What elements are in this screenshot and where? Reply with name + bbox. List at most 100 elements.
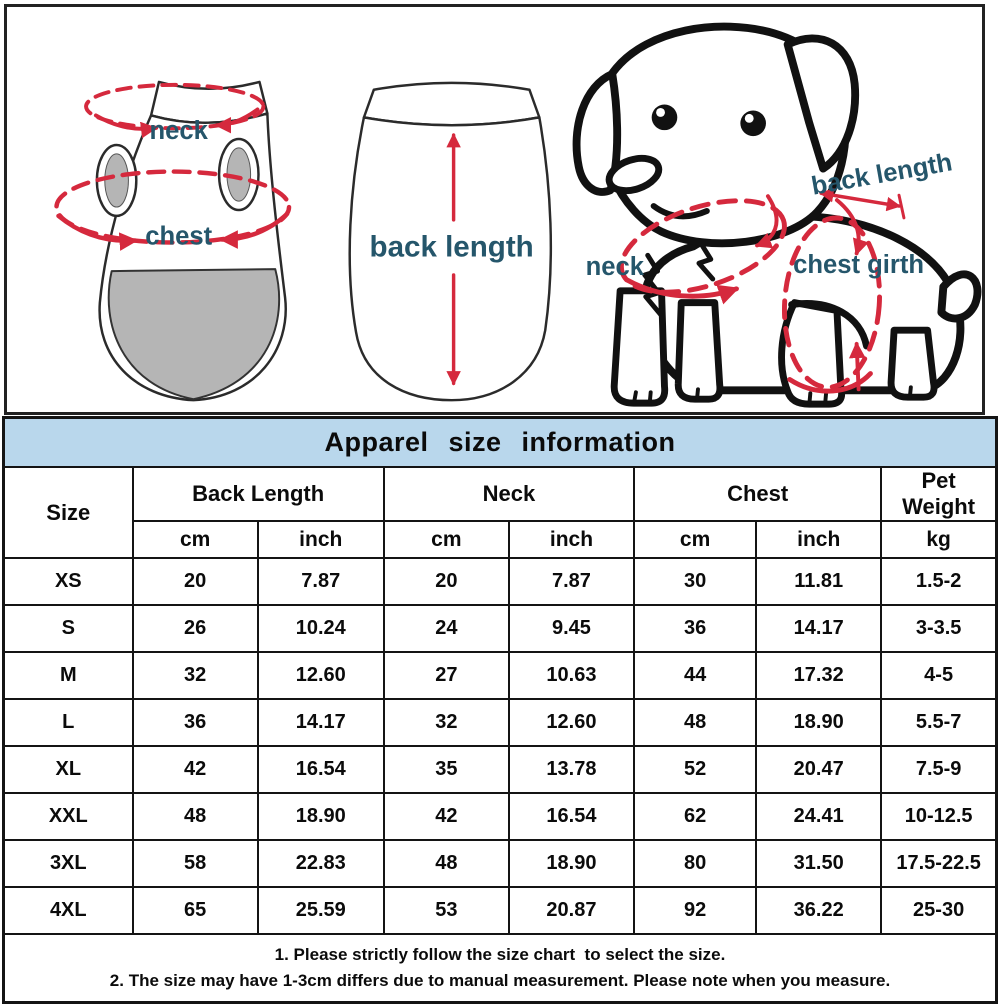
value-cell: 53	[382, 886, 510, 935]
note-line-2: 2. The size may have 1-3cm differs due t…	[109, 971, 891, 990]
table-notes-row: 1. Please strictly follow the size chart…	[2, 933, 998, 1004]
apparel-size-table: Apparel size information Size Back Lengt…	[2, 416, 998, 1004]
value-cell: 20	[131, 557, 259, 606]
value-cell: 7.87	[256, 557, 385, 606]
value-cell: 17.5-22.5	[880, 839, 998, 888]
dog-back-length-arrow	[819, 188, 902, 212]
value-cell: 3-3.5	[880, 604, 998, 653]
size-cell: 3XL	[2, 839, 134, 888]
value-cell: 25.59	[256, 886, 385, 935]
front-chest-label: chest	[145, 222, 212, 250]
table-row: 3XL 58 22.83 48 18.90 80 31.50 17.5-22.5	[2, 839, 998, 888]
table-row: XXL 48 18.90 42 16.54 62 24.41 10-12.5	[2, 792, 998, 841]
dog-chest-measure-line	[781, 215, 883, 390]
size-table-body: XS 20 7.87 20 7.87 30 11.81 1.5-2 S 26 10.24 24 9.45…	[2, 557, 998, 935]
value-cell: 44	[633, 651, 758, 700]
value-cell: 4-5	[880, 651, 998, 700]
table-title-row: Apparel size information	[2, 416, 998, 468]
notes-cell: 1. Please strictly follow the size chart…	[2, 933, 998, 1004]
table-row: S 26 10.24 24 9.45 36 14.17 3-3.5	[2, 604, 998, 653]
value-cell: 36.22	[755, 886, 883, 935]
unit-header: kg	[880, 520, 998, 559]
front-chest-measure-line	[54, 169, 292, 245]
unit-header: cm	[131, 520, 259, 559]
value-cell: 25-30	[880, 886, 998, 935]
table-row: L 36 14.17 32 12.60 48 18.90 5.5-7	[2, 698, 998, 747]
value-cell: 20.87	[507, 886, 636, 935]
back-length-label: back length	[370, 230, 534, 263]
value-cell: 12.60	[507, 698, 636, 747]
size-cell: XS	[2, 557, 134, 606]
value-cell: 48	[633, 698, 758, 747]
value-cell: 18.90	[755, 698, 883, 747]
value-cell: 18.90	[507, 839, 636, 888]
unit-header: inch	[755, 520, 883, 559]
value-cell: 26	[131, 604, 259, 653]
value-cell: 10.24	[256, 604, 385, 653]
value-cell: 20.47	[755, 745, 883, 794]
value-cell: 48	[382, 839, 510, 888]
value-cell: 10.63	[507, 651, 636, 700]
size-cell: S	[2, 604, 134, 653]
table-row: XS 20 7.87 20 7.87 30 11.81 1.5-2	[2, 557, 998, 606]
value-cell: 18.90	[256, 792, 385, 841]
unit-header: inch	[256, 520, 385, 559]
note-line-1: 1. Please strictly follow the size chart…	[274, 944, 726, 964]
value-cell: 14.17	[256, 698, 385, 747]
value-cell: 36	[633, 604, 758, 653]
table-group-header-row: Size Back Length Neck Chest Pet Weight	[2, 466, 998, 559]
col-header-pet-weight: Pet Weight	[880, 466, 998, 522]
dog-diagram: back length neck chest girth	[572, 22, 982, 408]
value-cell: 27	[382, 651, 510, 700]
value-cell: 42	[382, 792, 510, 841]
col-header-back-length: Back Length	[131, 466, 385, 522]
table-row: 4XL 65 25.59 53 20.87 92 36.22 25-30	[2, 886, 998, 935]
value-cell: 30	[633, 557, 758, 606]
value-cell: 12.60	[256, 651, 385, 700]
value-cell: 65	[131, 886, 259, 935]
value-cell: 80	[633, 839, 758, 888]
value-cell: 52	[633, 745, 758, 794]
value-cell: 16.54	[256, 745, 385, 794]
col-header-chest: Chest	[633, 466, 883, 522]
value-cell: 32	[382, 698, 510, 747]
value-cell: 31.50	[755, 839, 883, 888]
value-cell: 13.78	[507, 745, 636, 794]
col-header-neck: Neck	[382, 466, 636, 522]
col-header-size: Size	[2, 466, 134, 559]
value-cell: 42	[131, 745, 259, 794]
value-cell: 11.81	[755, 557, 883, 606]
dog-neck-label: neck	[586, 253, 645, 281]
value-cell: 22.83	[256, 839, 385, 888]
value-cell: 92	[633, 886, 758, 935]
size-cell: XXL	[2, 792, 134, 841]
value-cell: 9.45	[507, 604, 636, 653]
value-cell: 7.5-9	[880, 745, 998, 794]
back-garment-diagram: back length	[348, 81, 553, 402]
value-cell: 62	[633, 792, 758, 841]
value-cell: 24	[382, 604, 510, 653]
value-cell: 17.32	[755, 651, 883, 700]
value-cell: 16.54	[507, 792, 636, 841]
front-neck-measure-line	[84, 82, 266, 131]
value-cell: 7.87	[507, 557, 636, 606]
value-cell: 14.17	[755, 604, 883, 653]
value-cell: 24.41	[755, 792, 883, 841]
unit-header: cm	[382, 520, 510, 559]
size-cell: XL	[2, 745, 134, 794]
unit-header: inch	[507, 520, 636, 559]
value-cell: 48	[131, 792, 259, 841]
size-table-section: Apparel size information Size Back Lengt…	[2, 416, 998, 1004]
value-cell: 32	[131, 651, 259, 700]
size-cell: M	[2, 651, 134, 700]
size-cell: L	[2, 698, 134, 747]
dog-neck-measure-line	[618, 198, 787, 295]
unit-header: cm	[633, 520, 758, 559]
table-row: XL 42 16.54 35 13.78 52 20.47 7.5-9	[2, 745, 998, 794]
value-cell: 1.5-2	[880, 557, 998, 606]
table-title: Apparel size information	[2, 416, 998, 468]
value-cell: 35	[382, 745, 510, 794]
value-cell: 5.5-7	[880, 698, 998, 747]
table-unit-header-row: cm inch cm inch cm inch kg	[4, 520, 998, 559]
size-cell: 4XL	[2, 886, 134, 935]
